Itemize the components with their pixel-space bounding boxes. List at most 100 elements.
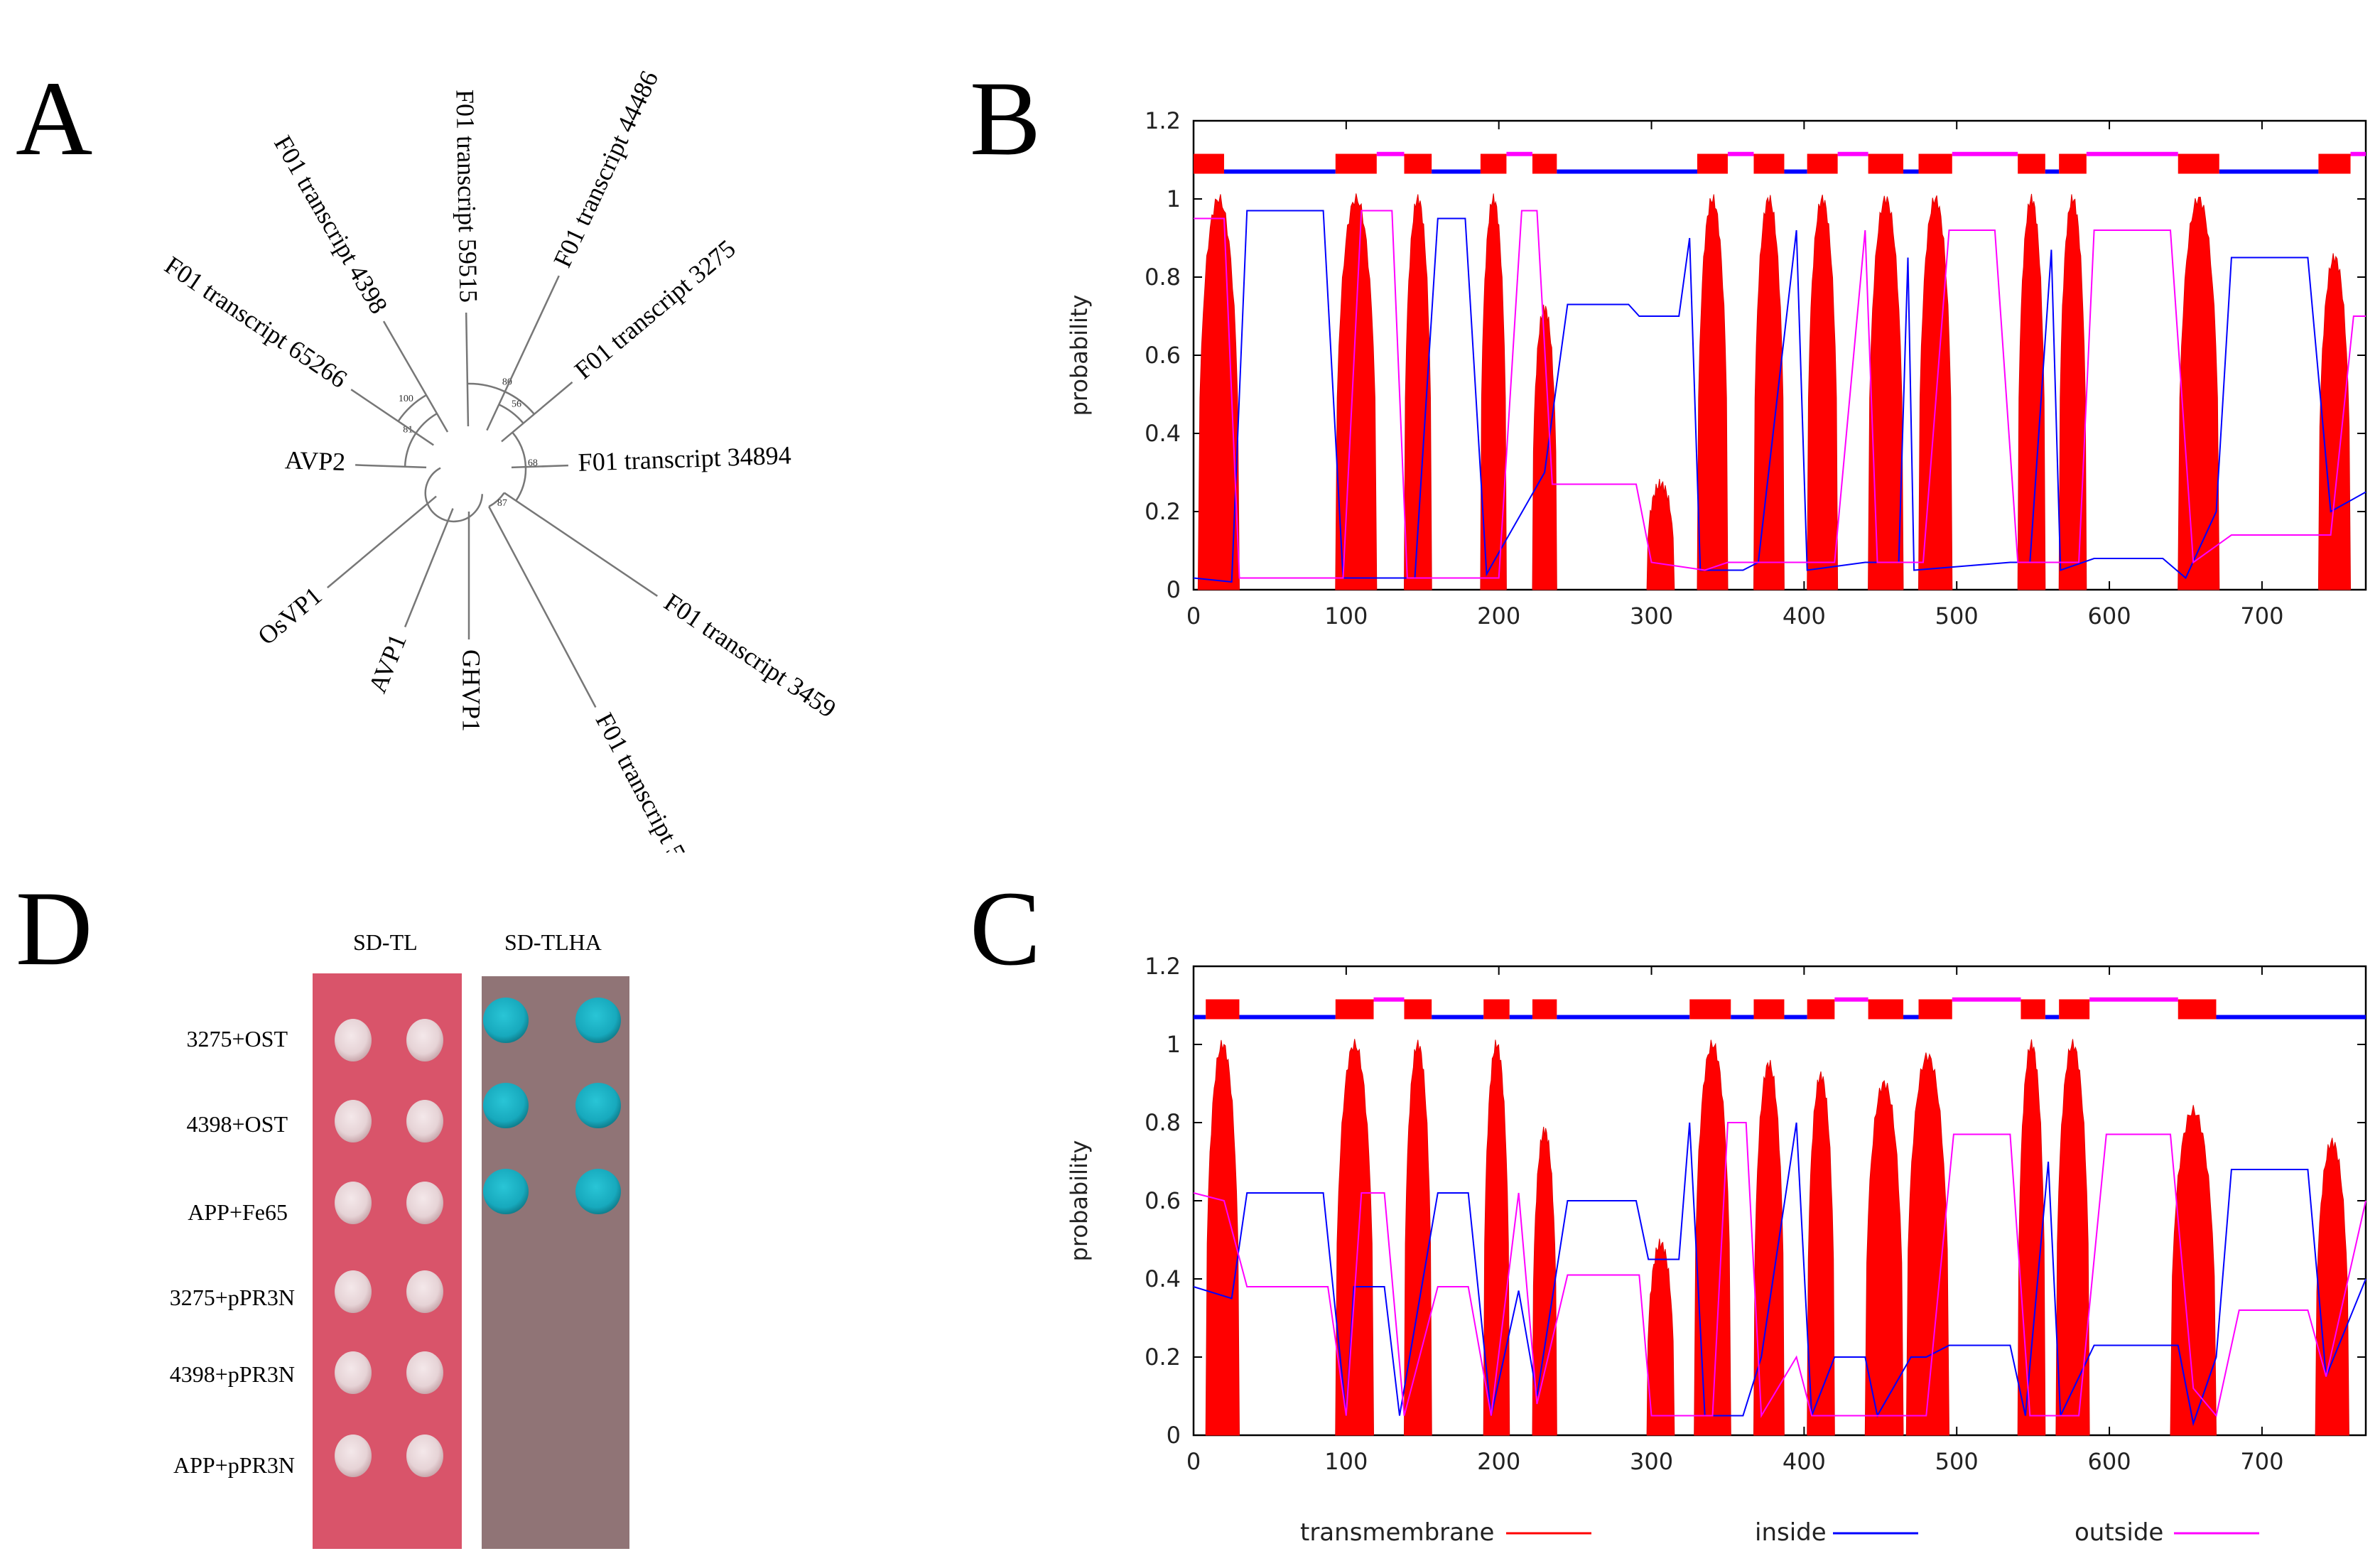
panel-letter-a: A bbox=[16, 60, 93, 178]
tree-leaf-label: F01 transcript 52341 bbox=[590, 708, 715, 853]
legend-outside-label: outside bbox=[2075, 1518, 2163, 1547]
panel-letter-d: D bbox=[16, 870, 93, 988]
col-head-sdtl: SD-TL bbox=[353, 929, 418, 955]
tree-leaf-label: OsVP1 bbox=[252, 581, 327, 651]
y-tick-label: 0.6 bbox=[1145, 342, 1181, 369]
topology-tm-block bbox=[1918, 153, 1952, 174]
topology-tm-block bbox=[1206, 999, 1240, 1020]
x-tick-label: 500 bbox=[1935, 1448, 1979, 1475]
tm-peak bbox=[1905, 1052, 1950, 1436]
tm-peak bbox=[2058, 194, 2087, 590]
x-tick-label: 200 bbox=[1477, 603, 1520, 625]
tm-peak bbox=[1205, 1039, 1240, 1436]
tm-peak bbox=[1694, 1039, 1731, 1436]
blue-colony bbox=[575, 998, 621, 1043]
topology-tm-block bbox=[1480, 153, 1507, 174]
tree-branch bbox=[511, 464, 568, 469]
tree-branch bbox=[350, 389, 434, 446]
x-tick-label: 300 bbox=[1630, 1448, 1673, 1475]
topology-tm-block bbox=[1335, 999, 1374, 1020]
legend-inside-label: inside bbox=[1755, 1518, 1827, 1547]
tree-arc bbox=[498, 404, 524, 424]
y2h-plates bbox=[313, 973, 629, 1549]
topology-tm-block bbox=[1807, 999, 1835, 1020]
y2h-row-label: 3275+OST bbox=[186, 1026, 288, 1052]
tree-branch bbox=[355, 464, 427, 469]
tree-branch bbox=[465, 313, 470, 427]
x-tick-label: 500 bbox=[1935, 603, 1979, 625]
tree-leaf-label: F01 transcript 34894 bbox=[578, 441, 791, 476]
x-tick-label: 200 bbox=[1477, 1448, 1520, 1475]
white-colony bbox=[406, 1351, 443, 1394]
tm-peak bbox=[1335, 193, 1378, 590]
tm-peak bbox=[1868, 195, 1904, 590]
y-tick-label: 0.4 bbox=[1145, 1265, 1181, 1292]
tree-branch bbox=[486, 275, 560, 431]
white-colony bbox=[335, 1435, 372, 1477]
y-axis-label: probability bbox=[1066, 295, 1093, 416]
topology-tm-block bbox=[1194, 153, 1224, 174]
x-tick-label: 100 bbox=[1324, 1448, 1368, 1475]
tree-leaf-label: F01 transcript 59515 bbox=[450, 90, 482, 303]
x-tick-label: 700 bbox=[2240, 1448, 2283, 1475]
y2h-row-label: 4398+OST bbox=[186, 1111, 288, 1137]
y2h-row-label: 3275+pPR3N bbox=[169, 1285, 295, 1310]
topology-tm-block bbox=[2059, 999, 2090, 1020]
topology-tm-block bbox=[1753, 999, 1785, 1020]
topology-tm-block bbox=[2018, 153, 2045, 174]
white-colony bbox=[406, 1435, 443, 1477]
tm-peak bbox=[2170, 1105, 2217, 1436]
tree-branch bbox=[501, 381, 573, 443]
bootstrap-value: 100 bbox=[399, 394, 413, 404]
x-tick-label: 0 bbox=[1186, 1448, 1201, 1475]
blue-colony bbox=[483, 998, 529, 1043]
tm-peak bbox=[2055, 1039, 2090, 1436]
tm-peak bbox=[1404, 194, 1432, 590]
white-colony bbox=[335, 1100, 372, 1142]
x-tick-label: 600 bbox=[2088, 603, 2131, 625]
tree-leaf-label: GHVP1 bbox=[458, 649, 486, 732]
topology-tm-block bbox=[1807, 153, 1838, 174]
blue-colony bbox=[575, 1083, 621, 1128]
panel-letter-c: C bbox=[970, 870, 1042, 988]
tree-leaf-label: AVP1 bbox=[363, 630, 412, 697]
y2h-row-label: APP+pPR3N bbox=[173, 1452, 295, 1478]
tree-leaf-label: F01 transcript 4398 bbox=[269, 131, 394, 318]
topology-tm-block bbox=[1753, 153, 1785, 174]
tm-peak bbox=[1480, 193, 1507, 590]
blue-colony bbox=[483, 1083, 529, 1128]
y-tick-label: 0 bbox=[1167, 576, 1181, 603]
topology-tm-block bbox=[1868, 999, 1904, 1020]
topology-tm-block bbox=[1918, 999, 1952, 1020]
tree-branch bbox=[404, 508, 454, 627]
tree-leaf-label: F01 transcript 3275 bbox=[569, 234, 741, 384]
tree-root-arc bbox=[424, 467, 484, 523]
tm-peak bbox=[1807, 1071, 1835, 1436]
y-tick-label: 1.2 bbox=[1145, 953, 1181, 980]
topology-tm-block bbox=[2059, 153, 2087, 174]
legend-transmembrane-label: transmembrane bbox=[1300, 1518, 1494, 1547]
tm-peak bbox=[2017, 193, 2046, 590]
y2h-row-label: APP+Fe65 bbox=[188, 1199, 288, 1225]
y-axis-label: probability bbox=[1066, 1140, 1093, 1262]
tm-peak bbox=[1483, 1039, 1510, 1436]
y-tick-label: 0.6 bbox=[1145, 1187, 1181, 1214]
topology-tm-block bbox=[1697, 153, 1728, 174]
tmhmm-plot-c: 0 0.2 0.4 0.6 0.8 1 1.2 0 100 200 300 400 500 600 700 p… bbox=[1066, 953, 2367, 1475]
inside-line bbox=[1193, 1122, 2367, 1427]
white-colony bbox=[406, 1182, 443, 1224]
y-tick-label: 0.8 bbox=[1145, 264, 1181, 291]
col-head-sdtlha: SD-TLHA bbox=[504, 929, 602, 955]
y-tick-label: 1.2 bbox=[1145, 107, 1181, 134]
plate-sd-tlha bbox=[482, 976, 629, 1549]
x-tick-label: 400 bbox=[1783, 1448, 1826, 1475]
tree-arc bbox=[488, 492, 505, 508]
tree-leaf-label: F01 transcript 65266 bbox=[160, 251, 352, 394]
tm-peak bbox=[1697, 194, 1729, 590]
white-colony bbox=[335, 1182, 372, 1224]
x-tick-label: 700 bbox=[2240, 603, 2283, 625]
tm-peak bbox=[1646, 1238, 1675, 1436]
blue-colony bbox=[575, 1169, 621, 1214]
white-colony bbox=[406, 1270, 443, 1313]
